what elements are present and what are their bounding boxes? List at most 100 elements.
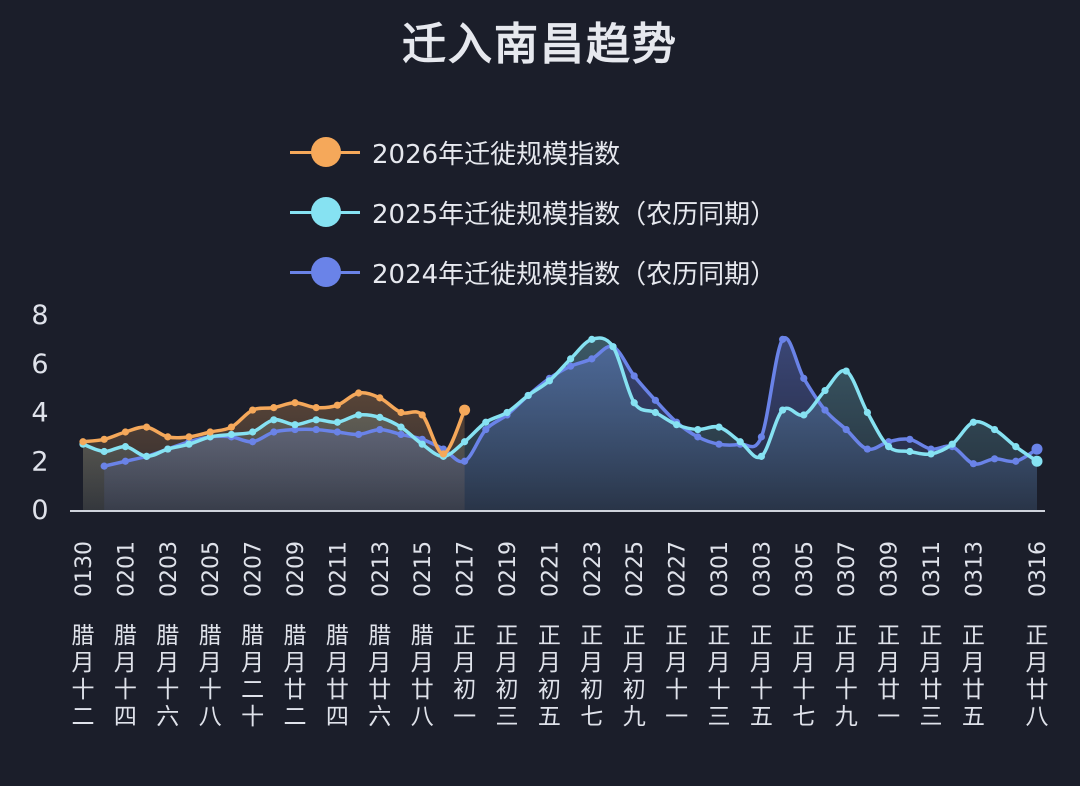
- data-point-series-1[interactable]: [567, 355, 575, 363]
- series-end-marker[interactable]: [1031, 443, 1043, 455]
- data-point-series-1[interactable]: [355, 411, 363, 419]
- data-point-series-1[interactable]: [694, 425, 702, 434]
- data-point-series-2[interactable]: [312, 425, 320, 434]
- data-point-series-1[interactable]: [100, 447, 108, 456]
- y-tick-label: 6: [31, 349, 48, 380]
- data-point-series-1[interactable]: [333, 418, 341, 426]
- data-point-series-2[interactable]: [630, 372, 638, 380]
- lunar-date-label: 正月廿五: [962, 623, 985, 730]
- data-point-series-1[interactable]: [227, 430, 235, 439]
- data-point-series-0[interactable]: [439, 450, 447, 458]
- data-point-series-1[interactable]: [121, 443, 129, 451]
- data-point-series-0[interactable]: [143, 423, 151, 431]
- data-point-series-1[interactable]: [630, 399, 638, 407]
- data-point-series-1[interactable]: [312, 416, 320, 424]
- legend-item-2025[interactable]: 2025年迁徙规模指数（农历同期）: [290, 182, 776, 242]
- data-point-series-0[interactable]: [206, 428, 214, 436]
- data-point-series-0[interactable]: [333, 401, 341, 409]
- data-point-series-1[interactable]: [715, 423, 723, 431]
- data-point-series-1[interactable]: [397, 423, 405, 431]
- data-point-series-2[interactable]: [397, 430, 405, 439]
- data-point-series-2[interactable]: [863, 445, 872, 453]
- data-point-series-0[interactable]: [79, 438, 87, 446]
- data-point-series-0[interactable]: [270, 404, 278, 412]
- data-point-series-1[interactable]: [143, 452, 151, 460]
- data-point-series-0[interactable]: [312, 404, 320, 412]
- series-end-marker[interactable]: [459, 404, 471, 416]
- data-point-series-0[interactable]: [418, 411, 426, 419]
- data-point-series-1[interactable]: [673, 421, 681, 429]
- data-point-series-2[interactable]: [969, 460, 978, 468]
- data-point-series-0[interactable]: [121, 428, 129, 436]
- data-point-series-1[interactable]: [736, 438, 744, 446]
- data-point-series-2[interactable]: [842, 425, 850, 434]
- series-end-marker[interactable]: [1031, 455, 1043, 467]
- data-point-series-2[interactable]: [249, 438, 257, 446]
- data-point-series-2[interactable]: [100, 462, 108, 470]
- data-point-series-2[interactable]: [461, 457, 469, 465]
- data-point-series-2[interactable]: [270, 428, 278, 436]
- x-tick-label: 0309: [878, 541, 903, 597]
- data-point-series-0[interactable]: [164, 433, 172, 441]
- data-point-series-1[interactable]: [969, 418, 978, 426]
- data-point-series-1[interactable]: [1012, 443, 1020, 451]
- data-point-series-2[interactable]: [376, 425, 384, 434]
- data-point-series-1[interactable]: [524, 391, 532, 400]
- y-tick-label: 2: [31, 446, 48, 477]
- data-point-series-1[interactable]: [461, 438, 469, 446]
- data-point-series-2[interactable]: [1012, 457, 1020, 465]
- data-point-series-1[interactable]: [821, 386, 829, 395]
- data-point-series-1[interactable]: [800, 411, 808, 419]
- data-point-series-0[interactable]: [249, 406, 257, 414]
- data-point-series-0[interactable]: [227, 423, 235, 431]
- data-point-series-2[interactable]: [355, 430, 363, 439]
- data-point-series-1[interactable]: [842, 367, 850, 375]
- data-point-series-1[interactable]: [779, 406, 787, 414]
- data-point-series-2[interactable]: [567, 362, 575, 370]
- x-tick-label: 0213: [369, 541, 394, 597]
- legend-item-2026[interactable]: 2026年迁徙规模指数: [290, 122, 776, 182]
- data-point-series-1[interactable]: [651, 408, 660, 417]
- data-point-series-2[interactable]: [906, 435, 914, 443]
- data-point-series-2[interactable]: [821, 406, 829, 414]
- data-point-series-2[interactable]: [694, 433, 702, 441]
- data-point-series-1[interactable]: [164, 445, 172, 453]
- data-point-series-1[interactable]: [588, 335, 596, 343]
- data-point-series-1[interactable]: [249, 428, 257, 436]
- data-point-series-1[interactable]: [185, 440, 193, 448]
- data-point-series-1[interactable]: [863, 408, 872, 417]
- data-point-series-1[interactable]: [885, 443, 893, 451]
- data-point-series-0[interactable]: [376, 394, 384, 402]
- data-point-series-2[interactable]: [779, 335, 787, 343]
- data-point-series-1[interactable]: [948, 440, 956, 448]
- data-point-series-2[interactable]: [588, 355, 596, 363]
- data-point-series-1[interactable]: [503, 408, 511, 417]
- data-point-series-1[interactable]: [291, 421, 299, 429]
- data-point-series-1[interactable]: [482, 418, 490, 426]
- data-point-series-2[interactable]: [121, 457, 129, 465]
- data-point-series-1[interactable]: [270, 416, 278, 424]
- data-point-series-0[interactable]: [355, 389, 363, 397]
- data-point-series-1[interactable]: [906, 447, 914, 456]
- data-point-series-2[interactable]: [333, 428, 341, 436]
- data-point-series-1[interactable]: [418, 440, 426, 448]
- data-point-series-0[interactable]: [397, 408, 405, 417]
- data-point-series-0[interactable]: [100, 435, 108, 443]
- data-point-series-1[interactable]: [376, 413, 384, 421]
- data-point-series-2[interactable]: [651, 396, 660, 404]
- data-point-series-1[interactable]: [609, 343, 617, 351]
- data-point-series-2[interactable]: [991, 455, 999, 463]
- data-point-series-1[interactable]: [757, 452, 766, 460]
- data-point-series-0[interactable]: [291, 399, 299, 407]
- data-point-series-0[interactable]: [185, 433, 193, 441]
- data-point-series-2[interactable]: [800, 374, 808, 382]
- x-tick-label: 0221: [538, 541, 563, 597]
- data-point-series-1[interactable]: [927, 450, 935, 458]
- data-point-series-2[interactable]: [715, 440, 723, 448]
- x-tick-label: 0305: [793, 541, 818, 597]
- data-point-series-2[interactable]: [482, 425, 490, 434]
- data-point-series-1[interactable]: [545, 377, 554, 385]
- data-point-series-2[interactable]: [757, 433, 766, 441]
- data-point-series-1[interactable]: [991, 425, 999, 434]
- legend-item-2024[interactable]: 2024年迁徙规模指数（农历同期）: [290, 242, 776, 302]
